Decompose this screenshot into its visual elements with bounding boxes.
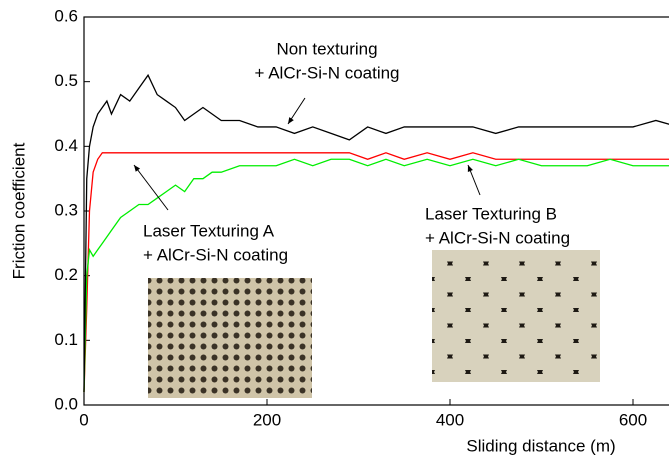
annotation-arrowhead [288, 117, 294, 124]
annotation: + AlCr-Si-N coating [143, 245, 288, 264]
y-tick-label: 0.1 [54, 330, 78, 349]
y-tick-label: 0.2 [54, 265, 78, 284]
annotation: Laser Texturing B [425, 204, 557, 223]
annotation-arrowhead [134, 165, 140, 172]
annotation: Non texturing [276, 39, 377, 58]
y-tick-label: 0.5 [54, 71, 78, 90]
x-tick-label: 0 [79, 410, 88, 429]
annotation: Laser Texturing A [143, 221, 275, 240]
y-axis-label: Friction coefficient [9, 142, 28, 279]
annotation: + AlCr-Si-N coating [425, 228, 570, 247]
inset-photo-b [432, 250, 600, 382]
y-tick-label: 0.3 [54, 200, 78, 219]
annotation-arrowhead [468, 165, 473, 172]
chart: Sliding distance (m) Friction coefficien… [0, 0, 669, 466]
x-tick-label: 600 [619, 410, 647, 429]
x-axis-label: Sliding distance (m) [466, 436, 615, 455]
y-tick-label: 0.0 [54, 394, 78, 413]
x-tick-label: 200 [253, 410, 281, 429]
annotation: + AlCr-Si-N coating [254, 63, 399, 82]
y-tick-label: 0.6 [54, 6, 78, 25]
x-tick-label: 400 [436, 410, 464, 429]
annotation-arrow [134, 165, 168, 210]
y-tick-label: 0.4 [54, 136, 78, 155]
inset-photo-a [148, 278, 312, 398]
